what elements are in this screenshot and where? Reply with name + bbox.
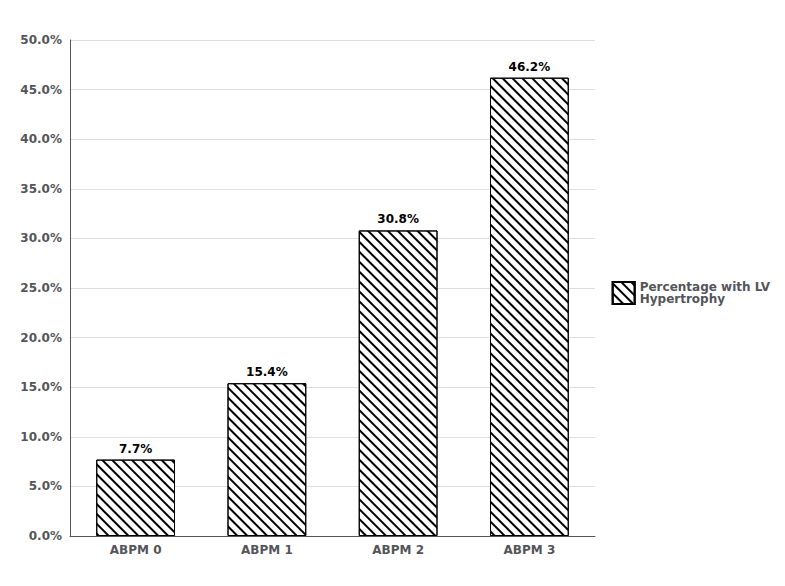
svg-text:20.0%: 20.0% <box>20 331 62 345</box>
svg-text:46.2%: 46.2% <box>509 60 551 74</box>
svg-text:0.0%: 0.0% <box>29 529 62 543</box>
svg-text:30.0%: 30.0% <box>20 231 62 245</box>
svg-text:15.4%: 15.4% <box>246 365 288 379</box>
svg-text:40.0%: 40.0% <box>20 132 62 146</box>
svg-text:Hypertrophy: Hypertrophy <box>640 292 726 306</box>
svg-text:35.0%: 35.0% <box>20 182 62 196</box>
svg-text:25.0%: 25.0% <box>20 281 62 295</box>
svg-text:5.0%: 5.0% <box>29 479 62 493</box>
svg-text:7.7%: 7.7% <box>119 442 152 456</box>
svg-text:ABPM 1: ABPM 1 <box>241 543 293 557</box>
svg-text:ABPM 0: ABPM 0 <box>110 543 162 557</box>
svg-text:10.0%: 10.0% <box>20 430 62 444</box>
svg-text:50.0%: 50.0% <box>20 33 62 47</box>
svg-text:Percentage with LV: Percentage with LV <box>639 280 770 294</box>
svg-text:ABPM 3: ABPM 3 <box>504 543 556 557</box>
svg-text:45.0%: 45.0% <box>20 83 62 97</box>
svg-text:30.8%: 30.8% <box>377 212 419 226</box>
svg-text:ABPM 2: ABPM 2 <box>372 543 424 557</box>
svg-text:15.0%: 15.0% <box>20 380 62 394</box>
